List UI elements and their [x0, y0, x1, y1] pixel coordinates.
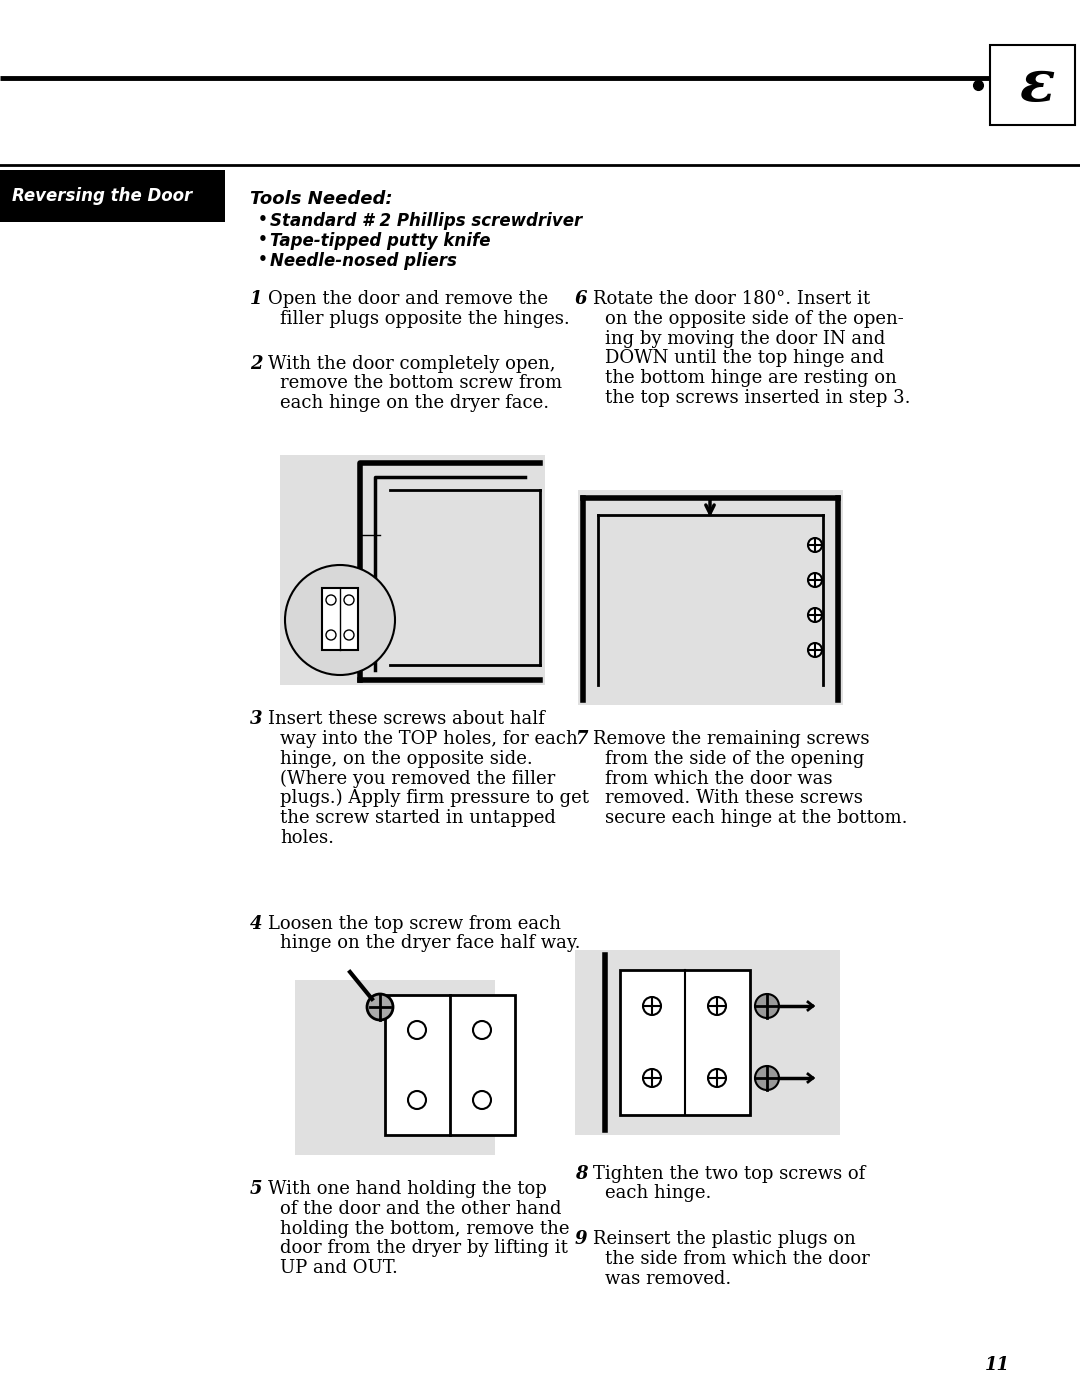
Text: 9: 9: [575, 1229, 588, 1248]
Bar: [620, 970, 750, 1115]
Circle shape: [408, 1021, 426, 1039]
Text: With one hand holding the top: With one hand holding the top: [268, 1180, 546, 1199]
Circle shape: [285, 564, 395, 675]
Text: Tape-tipped putty knife: Tape-tipped putty knife: [270, 232, 490, 250]
Text: each hinge on the dryer face.: each hinge on the dryer face.: [280, 394, 549, 412]
Text: 8: 8: [575, 1165, 588, 1183]
Text: removed. With these screws: removed. With these screws: [605, 789, 863, 807]
Text: each hinge.: each hinge.: [605, 1185, 712, 1203]
Text: Reinsert the plastic plugs on: Reinsert the plastic plugs on: [593, 1229, 855, 1248]
Text: remove the bottom screw from: remove the bottom screw from: [280, 374, 562, 393]
Circle shape: [473, 1021, 491, 1039]
Text: 7: 7: [575, 731, 588, 747]
Text: 5: 5: [249, 1180, 262, 1199]
Bar: [990, 45, 1075, 124]
Circle shape: [345, 595, 354, 605]
Text: Reversing the Door: Reversing the Door: [12, 187, 192, 205]
Text: from the side of the opening: from the side of the opening: [605, 750, 864, 768]
Text: the side from which the door: the side from which the door: [605, 1250, 869, 1267]
Text: 6: 6: [575, 291, 588, 307]
Text: Standard # 2 Phillips screwdriver: Standard # 2 Phillips screwdriver: [270, 212, 582, 231]
Bar: [0, 170, 225, 222]
Circle shape: [326, 595, 336, 605]
Bar: [384, 995, 515, 1134]
Text: plugs.) Apply firm pressure to get: plugs.) Apply firm pressure to get: [280, 789, 589, 807]
Text: from which the door was: from which the door was: [605, 770, 833, 788]
Text: Rotate the door 180°. Insert it: Rotate the door 180°. Insert it: [593, 291, 870, 307]
Text: Open the door and remove the: Open the door and remove the: [268, 291, 549, 307]
Text: Needle-nosed pliers: Needle-nosed pliers: [270, 251, 457, 270]
Text: UP and OUT.: UP and OUT.: [280, 1259, 397, 1277]
Text: 11: 11: [985, 1356, 1010, 1375]
Circle shape: [367, 995, 393, 1020]
Circle shape: [755, 1066, 779, 1090]
Text: holding the bottom, remove the: holding the bottom, remove the: [280, 1220, 569, 1238]
Circle shape: [643, 997, 661, 1016]
Circle shape: [808, 643, 822, 657]
Circle shape: [473, 1091, 491, 1109]
Text: •: •: [258, 232, 268, 247]
Text: filler plugs opposite the hinges.: filler plugs opposite the hinges.: [280, 310, 570, 327]
Text: (Where you removed the filler: (Where you removed the filler: [280, 770, 555, 788]
Bar: [322, 588, 357, 650]
Circle shape: [326, 630, 336, 640]
Text: holes.: holes.: [280, 828, 334, 847]
Bar: [578, 490, 843, 705]
Text: •: •: [258, 251, 268, 267]
Text: way into the TOP holes, for each: way into the TOP holes, for each: [280, 729, 578, 747]
Text: Tools Needed:: Tools Needed:: [249, 190, 393, 208]
Text: 4: 4: [249, 915, 262, 933]
Bar: [280, 455, 545, 685]
Text: 2: 2: [249, 355, 262, 373]
Text: was removed.: was removed.: [605, 1270, 731, 1288]
Circle shape: [345, 630, 354, 640]
Text: hinge, on the opposite side.: hinge, on the opposite side.: [280, 750, 532, 767]
Circle shape: [708, 1069, 726, 1087]
Text: 1: 1: [249, 291, 262, 307]
Circle shape: [755, 995, 779, 1018]
Text: ing by moving the door IN and: ing by moving the door IN and: [605, 330, 886, 348]
Text: hinge on the dryer face half way.: hinge on the dryer face half way.: [280, 935, 581, 953]
Text: secure each hinge at the bottom.: secure each hinge at the bottom.: [605, 809, 907, 827]
Text: With the door completely open,: With the door completely open,: [268, 355, 555, 373]
Text: 3: 3: [249, 710, 262, 728]
Text: the bottom hinge are resting on: the bottom hinge are resting on: [605, 369, 896, 387]
Bar: [295, 981, 495, 1155]
Circle shape: [643, 1069, 661, 1087]
Text: •: •: [258, 212, 268, 226]
Text: Remove the remaining screws: Remove the remaining screws: [593, 731, 869, 747]
Text: the top screws inserted in step 3.: the top screws inserted in step 3.: [605, 388, 910, 407]
Text: the screw started in untapped: the screw started in untapped: [280, 809, 556, 827]
Bar: [575, 950, 840, 1134]
Circle shape: [708, 997, 726, 1016]
Text: door from the dryer by lifting it: door from the dryer by lifting it: [280, 1239, 568, 1257]
Text: on the opposite side of the open-: on the opposite side of the open-: [605, 310, 904, 328]
Text: Tighten the two top screws of: Tighten the two top screws of: [593, 1165, 865, 1183]
Text: Loosen the top screw from each: Loosen the top screw from each: [268, 915, 561, 933]
Circle shape: [808, 608, 822, 622]
Circle shape: [808, 538, 822, 552]
Text: Insert these screws about half: Insert these screws about half: [268, 710, 544, 728]
Circle shape: [808, 573, 822, 587]
Text: ε: ε: [1020, 57, 1054, 113]
Text: of the door and the other hand: of the door and the other hand: [280, 1200, 562, 1218]
Text: DOWN until the top hinge and: DOWN until the top hinge and: [605, 349, 885, 367]
Circle shape: [408, 1091, 426, 1109]
